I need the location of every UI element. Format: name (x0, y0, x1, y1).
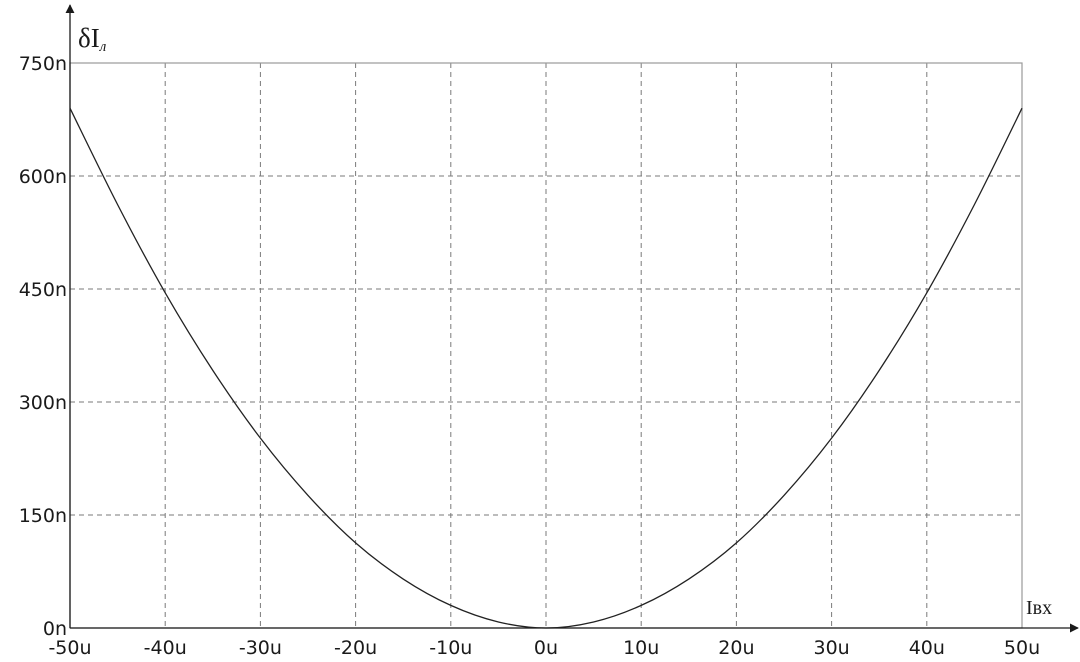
y-axis-title-subscript: л (99, 39, 107, 55)
x-tick-label: -10u (429, 637, 472, 659)
series-line-0 (69, 107, 1023, 629)
series-layer (69, 107, 1023, 629)
y-tick-label: 600n (19, 166, 67, 188)
y-axis-title-symbol: δI (78, 23, 100, 53)
x-tick-label: -30u (239, 637, 282, 659)
grid (70, 63, 1022, 628)
y-axis-title: δIл (78, 23, 107, 55)
x-tick-label: 30u (813, 637, 849, 659)
y-tick-label: 750n (19, 53, 67, 75)
x-tick-label: 10u (623, 637, 659, 659)
x-tick-labels: -50u -40u -30u -20u -10u 0u 10u 20u 30u 40u 50u (48, 637, 1040, 659)
y-tick-label: 450n (19, 279, 67, 301)
y-tick-label: 150n (19, 505, 67, 527)
x-tick-label: 0u (534, 637, 558, 659)
x-tick-label: -50u (48, 637, 91, 659)
y-tick-label: 0n (43, 618, 67, 640)
x-axis-title: Iвх (1026, 597, 1052, 619)
x-tick-label: -40u (144, 637, 187, 659)
x-tick-label: 20u (718, 637, 754, 659)
x-tick-label: -20u (334, 637, 377, 659)
y-tick-label: 300n (19, 392, 67, 414)
y-tick-labels: 0n 150n 300n 450n 600n 750n (19, 53, 67, 640)
x-tick-label: 40u (909, 637, 945, 659)
x-tick-label: 50u (1004, 637, 1040, 659)
